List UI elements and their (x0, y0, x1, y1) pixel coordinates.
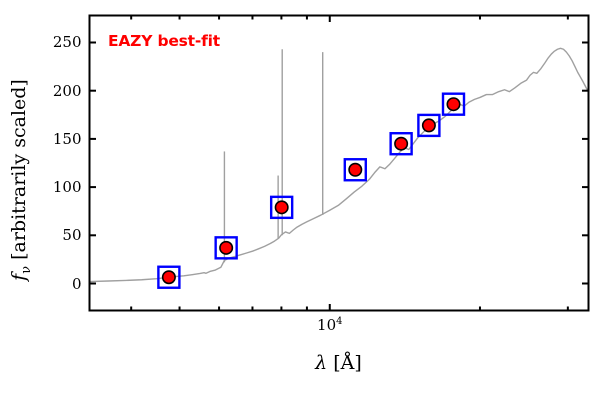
best-fit-annotation: EAZY best-fit (108, 32, 220, 50)
y-axis-unit: [arbitrarily scaled] (8, 79, 30, 260)
spectrum-curve (88, 47, 590, 283)
y-axis-symbol: f (8, 273, 30, 281)
y-axis-subscript: ν (18, 265, 34, 274)
emission-lines (223, 49, 324, 263)
photometry-point (441, 92, 466, 116)
photometry-markers (157, 92, 466, 289)
photometry-point (389, 132, 413, 156)
photometry-point (214, 236, 238, 260)
y-tick-label: 150 (52, 129, 82, 148)
photometry-point (417, 113, 441, 138)
y-tick-label: 50 (62, 226, 82, 245)
y-tick-label: 100 (52, 178, 82, 197)
photometry-point (343, 158, 367, 182)
y-axis-label: fν [arbitrarily scaled] (4, 30, 34, 330)
y-tick-label: 200 (52, 81, 82, 100)
photometry-point (157, 265, 181, 289)
y-tick-label: 0 (71, 274, 82, 293)
x-axis-unit: [Å] (333, 352, 362, 374)
x-axis-label: λ [Å] (89, 352, 588, 374)
y-tick-label: 250 (52, 33, 82, 52)
axes-frame (88, 14, 590, 312)
x-tick-label: 104 (317, 315, 343, 334)
x-axis-symbol: λ (315, 352, 328, 374)
photometry-point (269, 195, 294, 220)
